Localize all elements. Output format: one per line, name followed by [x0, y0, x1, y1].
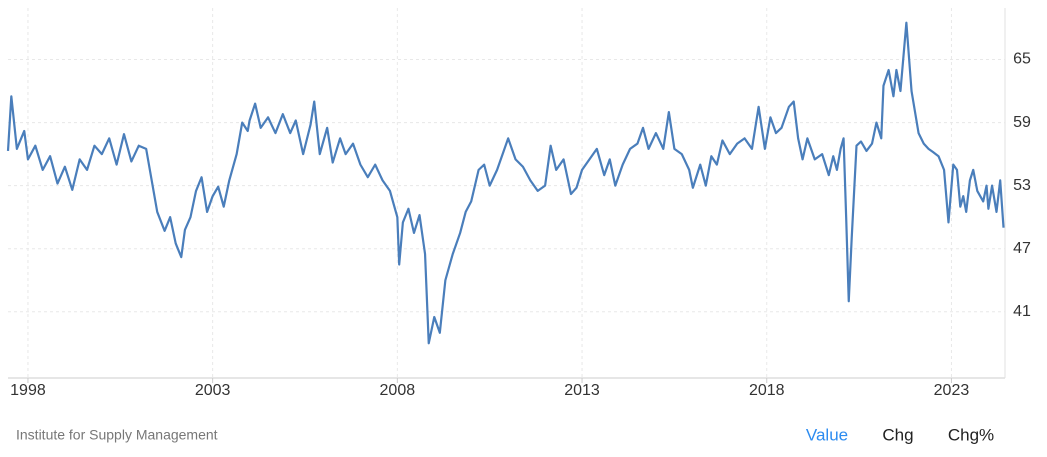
tab[interactable]: Chg% — [948, 425, 994, 444]
y-tick-label: 53 — [1013, 177, 1031, 194]
y-tick-label: 47 — [1013, 240, 1031, 257]
data-line — [6, 21, 1005, 345]
x-tick-label: 2023 — [934, 382, 970, 399]
source: Institute for Supply Management — [16, 427, 218, 443]
tab[interactable]: Value — [806, 425, 848, 444]
tab[interactable]: Chg — [882, 425, 913, 444]
x-tick-label: 2008 — [380, 382, 416, 399]
x-tick-label: 2003 — [195, 382, 231, 399]
y-tick-label: 65 — [1013, 51, 1031, 68]
x-tick-label: 1998 — [10, 382, 46, 399]
x-tick-label: 2013 — [564, 382, 600, 399]
y-tick-label: 59 — [1013, 114, 1031, 131]
y-tick-label: 41 — [1013, 303, 1031, 320]
x-tick-label: 2018 — [749, 382, 785, 399]
